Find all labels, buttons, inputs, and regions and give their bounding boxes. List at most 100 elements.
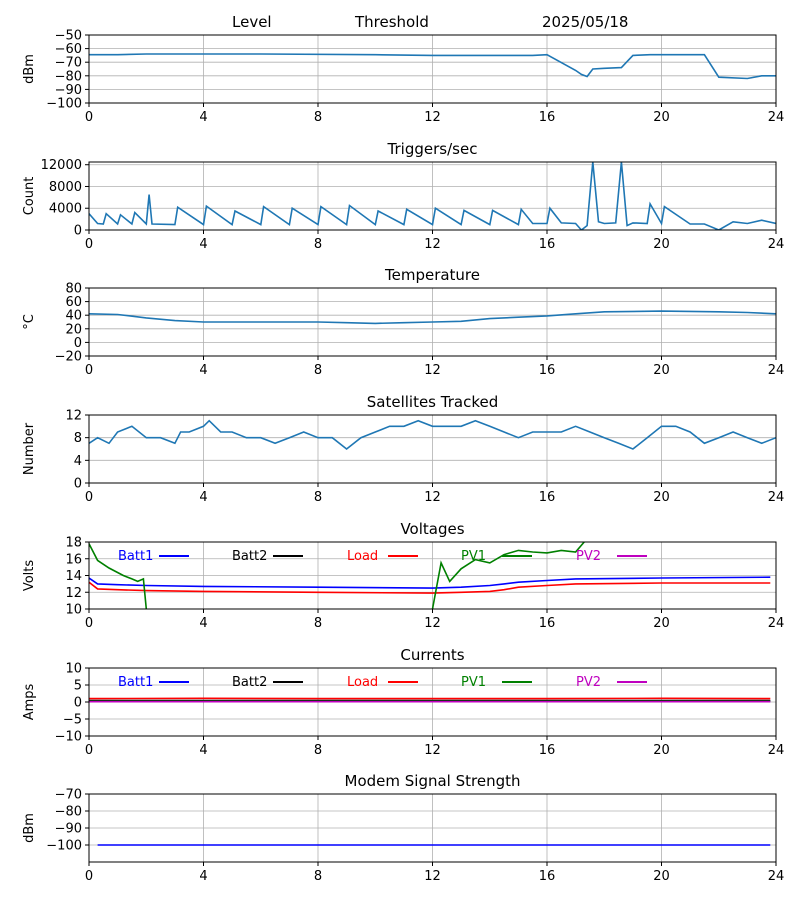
x-tick-label: 12 [424, 869, 441, 884]
x-tick-label: 24 [768, 616, 785, 631]
x-tick-label: 24 [768, 110, 785, 125]
x-tick-label: 4 [199, 237, 207, 252]
y-tick-label: −20 [55, 350, 82, 365]
x-tick-label: 8 [314, 110, 322, 125]
y-tick-label: −5 [63, 713, 82, 728]
y-tick-label: −70 [55, 56, 82, 71]
y-tick-label: −100 [46, 97, 82, 112]
legend-label-pv1: PV1 [461, 549, 486, 564]
y-tick-label: 5 [74, 679, 82, 694]
y-tick-label: −50 [55, 29, 82, 44]
x-tick-label: 16 [539, 490, 556, 505]
x-tick-label: 12 [424, 110, 441, 125]
x-tick-label: 12 [424, 743, 441, 758]
y-tick-label: 16 [65, 552, 82, 567]
x-tick-label: 0 [85, 743, 93, 758]
x-tick-label: 16 [539, 743, 556, 758]
header-threshold-label: Threshold [354, 13, 429, 31]
y-tick-label: 0 [74, 224, 82, 239]
y-tick-label: 18 [65, 536, 82, 551]
chart-title: Temperature [384, 266, 480, 284]
y-tick-label: −70 [55, 788, 82, 803]
header-date: 2025/05/18 [542, 13, 628, 31]
x-tick-label: 12 [424, 616, 441, 631]
header-level-label: Level [232, 13, 272, 31]
y-axis-label: Count [22, 177, 37, 216]
x-tick-label: 8 [314, 743, 322, 758]
chart-title: Currents [400, 646, 464, 664]
y-tick-label: 12 [65, 586, 82, 601]
x-tick-label: 8 [314, 490, 322, 505]
chart-title: Satellites Tracked [367, 393, 498, 411]
y-tick-label: −80 [55, 805, 82, 820]
x-tick-label: 12 [424, 363, 441, 378]
x-tick-label: 20 [653, 237, 670, 252]
x-tick-label: 8 [314, 616, 322, 631]
x-tick-label: 0 [85, 110, 93, 125]
x-tick-label: 0 [85, 616, 93, 631]
x-tick-label: 4 [199, 616, 207, 631]
y-tick-label: 0 [74, 696, 82, 711]
x-tick-label: 16 [539, 363, 556, 378]
x-tick-label: 0 [85, 869, 93, 884]
y-tick-label: −90 [55, 83, 82, 98]
chart-title: Voltages [400, 520, 464, 538]
legend-label-batt2: Batt2 [232, 675, 267, 690]
x-tick-label: 16 [539, 616, 556, 631]
y-tick-label: 10 [65, 662, 82, 677]
legend-label-batt1: Batt1 [118, 549, 153, 564]
x-tick-label: 16 [539, 237, 556, 252]
y-tick-label: 4 [74, 454, 82, 469]
y-tick-label: 60 [65, 295, 82, 310]
y-tick-label: −10 [55, 730, 82, 745]
y-axis-label: dBm [22, 54, 37, 84]
y-tick-label: 8000 [49, 180, 82, 195]
x-tick-label: 4 [199, 110, 207, 125]
y-tick-label: 8 [74, 431, 82, 446]
x-tick-label: 24 [768, 743, 785, 758]
legend-label-pv2: PV2 [576, 675, 601, 690]
legend-label-load: Load [347, 675, 378, 690]
x-tick-label: 12 [424, 237, 441, 252]
legend-label-batt2: Batt2 [232, 549, 267, 564]
chart-title: Modem Signal Strength [345, 772, 521, 790]
legend-label-pv2: PV2 [576, 549, 601, 564]
y-tick-label: 12 [65, 409, 82, 424]
x-tick-label: 4 [199, 490, 207, 505]
y-tick-label: 40 [65, 309, 82, 324]
x-tick-label: 0 [85, 490, 93, 505]
y-axis-label: Amps [22, 683, 37, 720]
x-tick-label: 0 [85, 237, 93, 252]
x-tick-label: 8 [314, 869, 322, 884]
y-tick-label: 14 [65, 569, 82, 584]
x-tick-label: 4 [199, 363, 207, 378]
legend-label-load: Load [347, 549, 378, 564]
x-tick-label: 4 [199, 869, 207, 884]
y-axis-label: °C [22, 314, 37, 330]
x-tick-label: 24 [768, 869, 785, 884]
series-line-pv1 [89, 534, 593, 626]
x-tick-label: 20 [653, 616, 670, 631]
y-tick-label: 20 [65, 322, 82, 337]
x-tick-label: 20 [653, 743, 670, 758]
x-tick-label: 24 [768, 363, 785, 378]
y-axis-label: Volts [22, 560, 37, 592]
y-tick-label: −80 [55, 69, 82, 84]
y-tick-label: 0 [74, 477, 82, 492]
y-tick-label: −90 [55, 822, 82, 837]
x-tick-label: 20 [653, 363, 670, 378]
y-tick-label: 0 [74, 336, 82, 351]
x-tick-label: 16 [539, 869, 556, 884]
legend-label-pv1: PV1 [461, 675, 486, 690]
x-tick-label: 16 [539, 110, 556, 125]
x-tick-label: 4 [199, 743, 207, 758]
